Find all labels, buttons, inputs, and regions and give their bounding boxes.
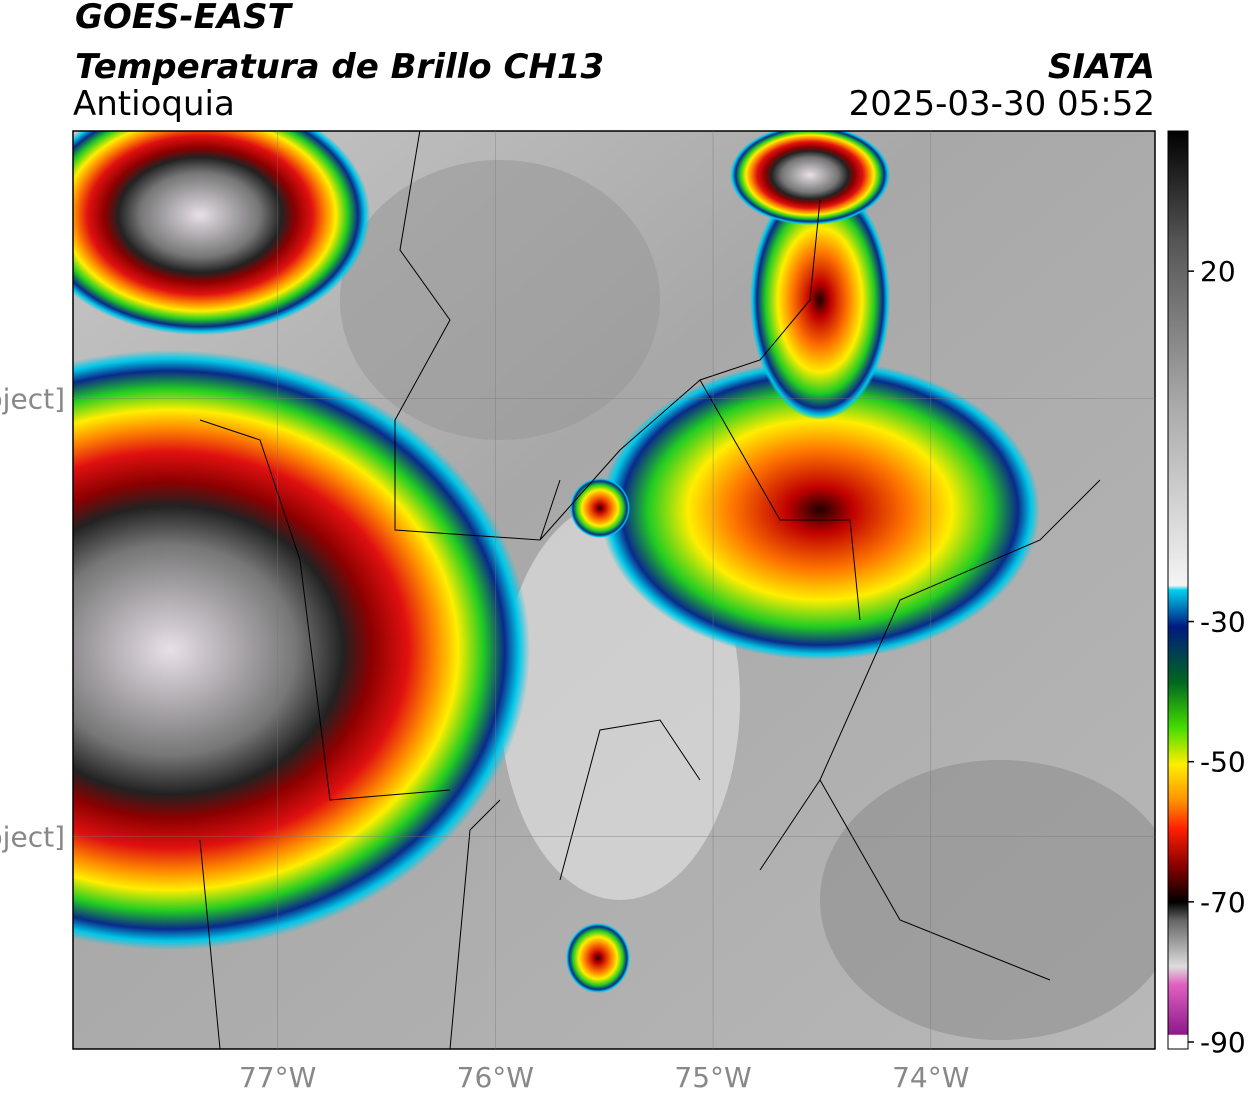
satellite-title: GOES-EAST xyxy=(75,0,294,37)
colorbar xyxy=(1167,130,1189,1050)
storm xyxy=(570,478,630,538)
lat-tick-label: [object Object] xyxy=(0,820,65,853)
storm xyxy=(73,350,530,950)
lon-tick-label: 74°W xyxy=(892,1061,969,1094)
colorbar-tick-label: -90 xyxy=(1200,1026,1246,1059)
borders xyxy=(199,131,1101,1049)
region: Antioquia xyxy=(73,84,235,124)
lon-tick-label: 75°W xyxy=(674,1061,751,1094)
colorbar-tick-label: -70 xyxy=(1200,886,1246,919)
colorbar-tick-label: -30 xyxy=(1200,606,1246,639)
storm xyxy=(750,180,890,420)
storm xyxy=(566,923,630,993)
colorbar-tick-label: 20 xyxy=(1200,255,1236,288)
cloud xyxy=(820,760,1155,1040)
storm xyxy=(730,131,890,225)
colorbar-tick-label: -50 xyxy=(1200,746,1246,779)
storm xyxy=(73,131,370,335)
lon-tick-label: 77°W xyxy=(239,1061,316,1094)
lon-tick-label: 76°W xyxy=(457,1061,534,1094)
storm xyxy=(600,360,1040,660)
map-image xyxy=(73,131,1155,1049)
cloud xyxy=(340,160,660,440)
map-frame xyxy=(72,130,1156,1050)
lat-tick-label: [object Object] xyxy=(0,382,65,415)
datetime: 2025-03-30 05:52 xyxy=(849,84,1155,124)
agency: SIATA xyxy=(1048,47,1155,87)
product-title: Temperatura de Brillo CH13 xyxy=(75,47,604,87)
